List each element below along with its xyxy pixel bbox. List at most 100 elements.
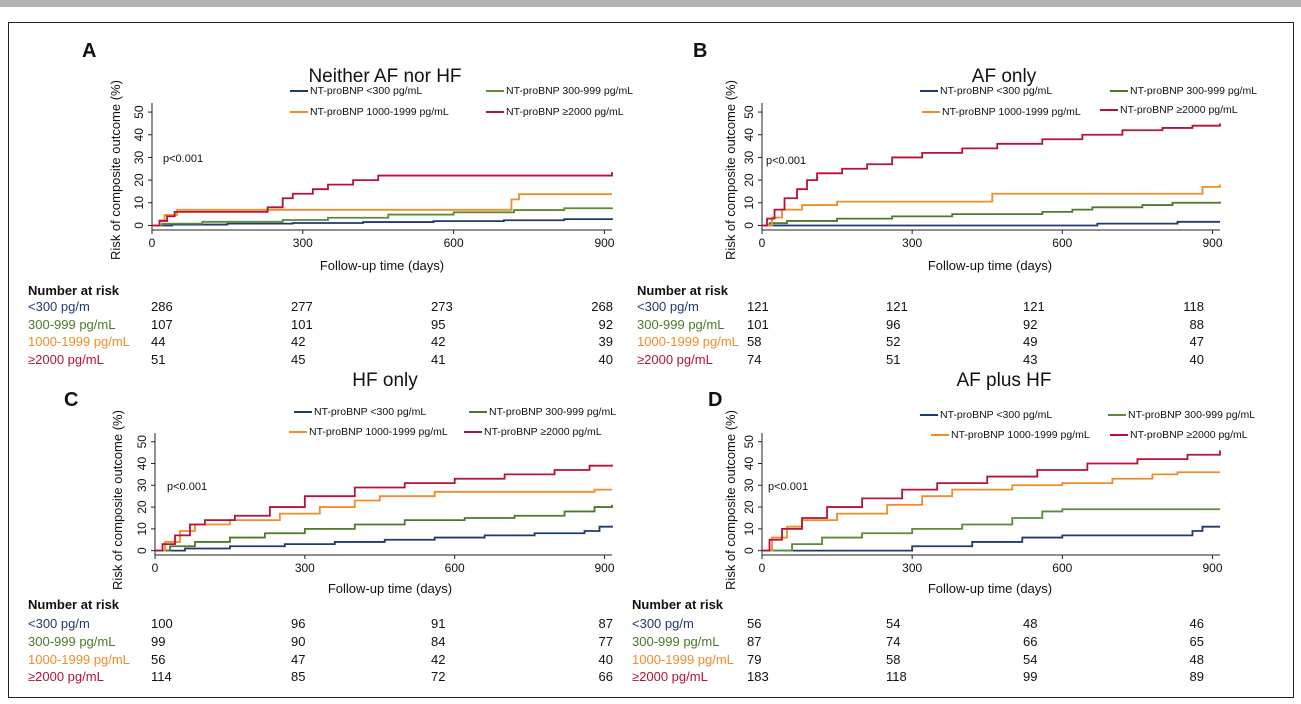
risk-count: 118 <box>886 669 907 684</box>
series-line-1 <box>155 504 613 552</box>
risk-count: 183 <box>747 669 769 684</box>
risk-count: 56 <box>151 652 165 667</box>
risk-count: 101 <box>291 317 313 332</box>
risk-table-header: Number at risk <box>28 283 120 298</box>
p-value-annotation: p<0.001 <box>768 481 808 493</box>
risk-row-label: 1000-1999 pg/mL <box>28 652 130 667</box>
risk-count: 273 <box>431 299 453 314</box>
risk-count: 107 <box>151 317 173 332</box>
y-tick-label: 20 <box>742 500 756 514</box>
risk-count: 121 <box>747 299 769 314</box>
x-tick-label: 600 <box>1052 236 1072 250</box>
series-line-2 <box>762 184 1221 227</box>
series-line-0 <box>762 525 1220 552</box>
panel-letter: B <box>693 40 707 62</box>
y-tick-label: 40 <box>135 457 149 471</box>
risk-count: 66 <box>1023 634 1037 649</box>
risk-count: 65 <box>1190 634 1204 649</box>
risk-row-label: ≥2000 pg/mL <box>28 669 104 684</box>
risk-count: 58 <box>886 652 900 667</box>
risk-row-label: 300-999 pg/mL <box>28 317 115 332</box>
x-axis-label: Follow-up time (days) <box>928 258 1052 273</box>
risk-row-label: <300 pg/m <box>637 299 699 314</box>
y-tick-label: 0 <box>742 222 756 229</box>
series-line-1 <box>762 508 1220 552</box>
y-axis-label: Risk of composite outcome (%) <box>110 410 125 590</box>
series-line-1 <box>762 201 1221 227</box>
risk-row-label: 1000-1999 pg/mL <box>632 652 734 667</box>
risk-row-label: 300-999 pg/mL <box>632 634 719 649</box>
risk-count: 95 <box>431 317 445 332</box>
series-line-0 <box>762 220 1220 227</box>
y-tick-label: 0 <box>742 547 756 554</box>
panel-letter: C <box>64 389 78 411</box>
series-line-0 <box>155 525 613 552</box>
figure-frame <box>8 22 1294 698</box>
legend-label: NT-proBNP ≥2000 pg/mL <box>1120 104 1238 116</box>
risk-count: 47 <box>1190 334 1204 349</box>
risk-table-header: Number at risk <box>637 283 729 298</box>
risk-count: 46 <box>1190 616 1204 631</box>
risk-row-label: 1000-1999 pg/mL <box>28 334 130 349</box>
risk-count: 118 <box>1183 299 1204 314</box>
risk-count: 89 <box>1190 669 1204 684</box>
risk-count: 84 <box>431 634 445 649</box>
y-tick-label: 40 <box>742 128 756 142</box>
panel-D: D AF plus HF 0 10 20 30 40 50 0 300 600 900 Follow-u… <box>632 370 1255 684</box>
risk-count: 99 <box>1023 669 1037 684</box>
risk-count: 77 <box>599 634 613 649</box>
plot-title: AF plus HF <box>956 370 1051 391</box>
risk-count: 114 <box>151 669 172 684</box>
y-tick-label: 40 <box>132 128 146 142</box>
risk-count: 87 <box>599 616 613 631</box>
risk-count: 41 <box>431 352 445 367</box>
risk-count: 74 <box>886 634 900 649</box>
legend-label: NT-proBNP <300 pg/mL <box>314 406 426 418</box>
y-tick-label: 30 <box>742 478 756 492</box>
risk-count: 88 <box>1190 317 1204 332</box>
legend-label: NT-proBNP 300-999 pg/mL <box>1130 85 1257 97</box>
risk-count: 74 <box>747 352 761 367</box>
y-tick-label: 10 <box>742 196 756 210</box>
risk-count: 85 <box>291 669 305 684</box>
legend-label: NT-proBNP 300-999 pg/mL <box>489 406 616 418</box>
risk-count: 72 <box>431 669 445 684</box>
risk-count: 56 <box>747 616 761 631</box>
risk-count: 87 <box>747 634 761 649</box>
y-axis-label: Risk of composite outcome (%) <box>723 80 738 260</box>
risk-count: 91 <box>431 616 445 631</box>
risk-count: 49 <box>1023 334 1037 349</box>
risk-row-label: <300 pg/m <box>28 299 90 314</box>
x-axis-label: Follow-up time (days) <box>320 258 444 273</box>
y-tick-label: 50 <box>742 105 756 119</box>
risk-count: 277 <box>291 299 313 314</box>
risk-count: 42 <box>431 652 445 667</box>
series-line-3 <box>152 172 613 227</box>
x-tick-label: 300 <box>902 561 922 575</box>
risk-count: 92 <box>1023 317 1037 332</box>
risk-count: 79 <box>747 652 761 667</box>
risk-count: 101 <box>747 317 769 332</box>
risk-count: 47 <box>291 652 305 667</box>
x-tick-label: 0 <box>149 236 156 250</box>
y-tick-label: 0 <box>135 547 149 554</box>
risk-count: 40 <box>599 652 613 667</box>
risk-count: 121 <box>1023 299 1045 314</box>
risk-row-label: 1000-1999 pg/mL <box>637 334 739 349</box>
panel-letter: A <box>82 40 96 62</box>
x-tick-label: 300 <box>295 561 315 575</box>
y-tick-label: 30 <box>132 150 146 164</box>
risk-count: 51 <box>886 352 900 367</box>
y-tick-label: 10 <box>132 196 146 210</box>
risk-count: 39 <box>599 334 613 349</box>
risk-count: 51 <box>151 352 165 367</box>
top-divider-bar <box>0 0 1301 7</box>
y-tick-label: 50 <box>132 105 146 119</box>
y-tick-label: 20 <box>742 173 756 187</box>
series-line-2 <box>762 471 1220 552</box>
x-tick-label: 600 <box>1052 561 1072 575</box>
risk-row-label: 300-999 pg/mL <box>28 634 115 649</box>
plot-title: HF only <box>352 370 418 391</box>
legend-label: NT-proBNP 1000-1999 pg/mL <box>309 426 448 438</box>
p-value-annotation: p<0.001 <box>163 153 203 165</box>
